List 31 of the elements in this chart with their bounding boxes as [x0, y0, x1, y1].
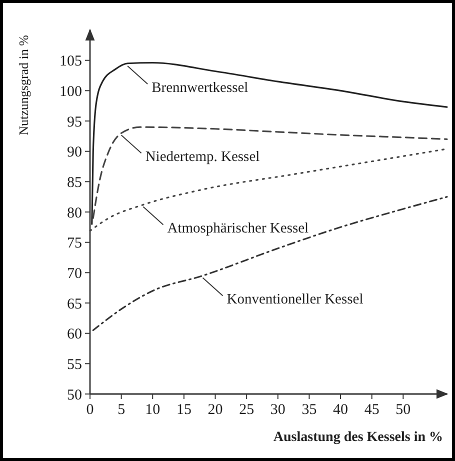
y-tick-label: 55 — [67, 356, 82, 373]
y-tick-label: 80 — [67, 205, 82, 222]
annotation: Konventioneller Kessel — [226, 292, 364, 308]
y-tick-label: 100 — [60, 84, 82, 100]
annotation: Niedertemp. Kessel — [145, 149, 260, 166]
y-tick-label: 65 — [67, 296, 82, 312]
y-axis-title: Nutzungsgrad in % — [16, 34, 31, 136]
x-tick-label: 10 — [145, 402, 160, 418]
annotation: Atmosphärischer Kessel — [167, 220, 309, 237]
x-tick-label: 30 — [270, 402, 286, 418]
x-tick-label: 45 — [364, 402, 380, 418]
y-tick-label: 105 — [60, 54, 82, 70]
y-tick-label: 70 — [67, 266, 82, 282]
line-series — [92, 196, 448, 332]
x-tick-label: 50 — [396, 402, 411, 418]
x-tick-label: 0 — [86, 402, 94, 418]
x-tick-label: 5 — [118, 402, 126, 418]
x-tick-label: 35 — [302, 402, 317, 418]
y-tick-label: 85 — [67, 174, 82, 191]
x-tick-label: 15 — [176, 402, 192, 418]
y-tick-label: 60 — [67, 326, 82, 343]
x-tick-label: 25 — [239, 402, 254, 418]
x-tick-label: 20 — [208, 402, 223, 418]
line-series — [92, 126, 448, 219]
annotation: Brennwertkessel — [152, 80, 248, 96]
y-tick-label: 75 — [67, 236, 82, 252]
x-axis-title: Auslastung des Kessels in % — [273, 430, 443, 445]
y-tick-label: 90 — [67, 144, 82, 161]
y-tick-label: 95 — [67, 114, 82, 130]
y-tick-label: 50 — [67, 387, 82, 404]
x-tick-label: 40 — [333, 402, 348, 418]
